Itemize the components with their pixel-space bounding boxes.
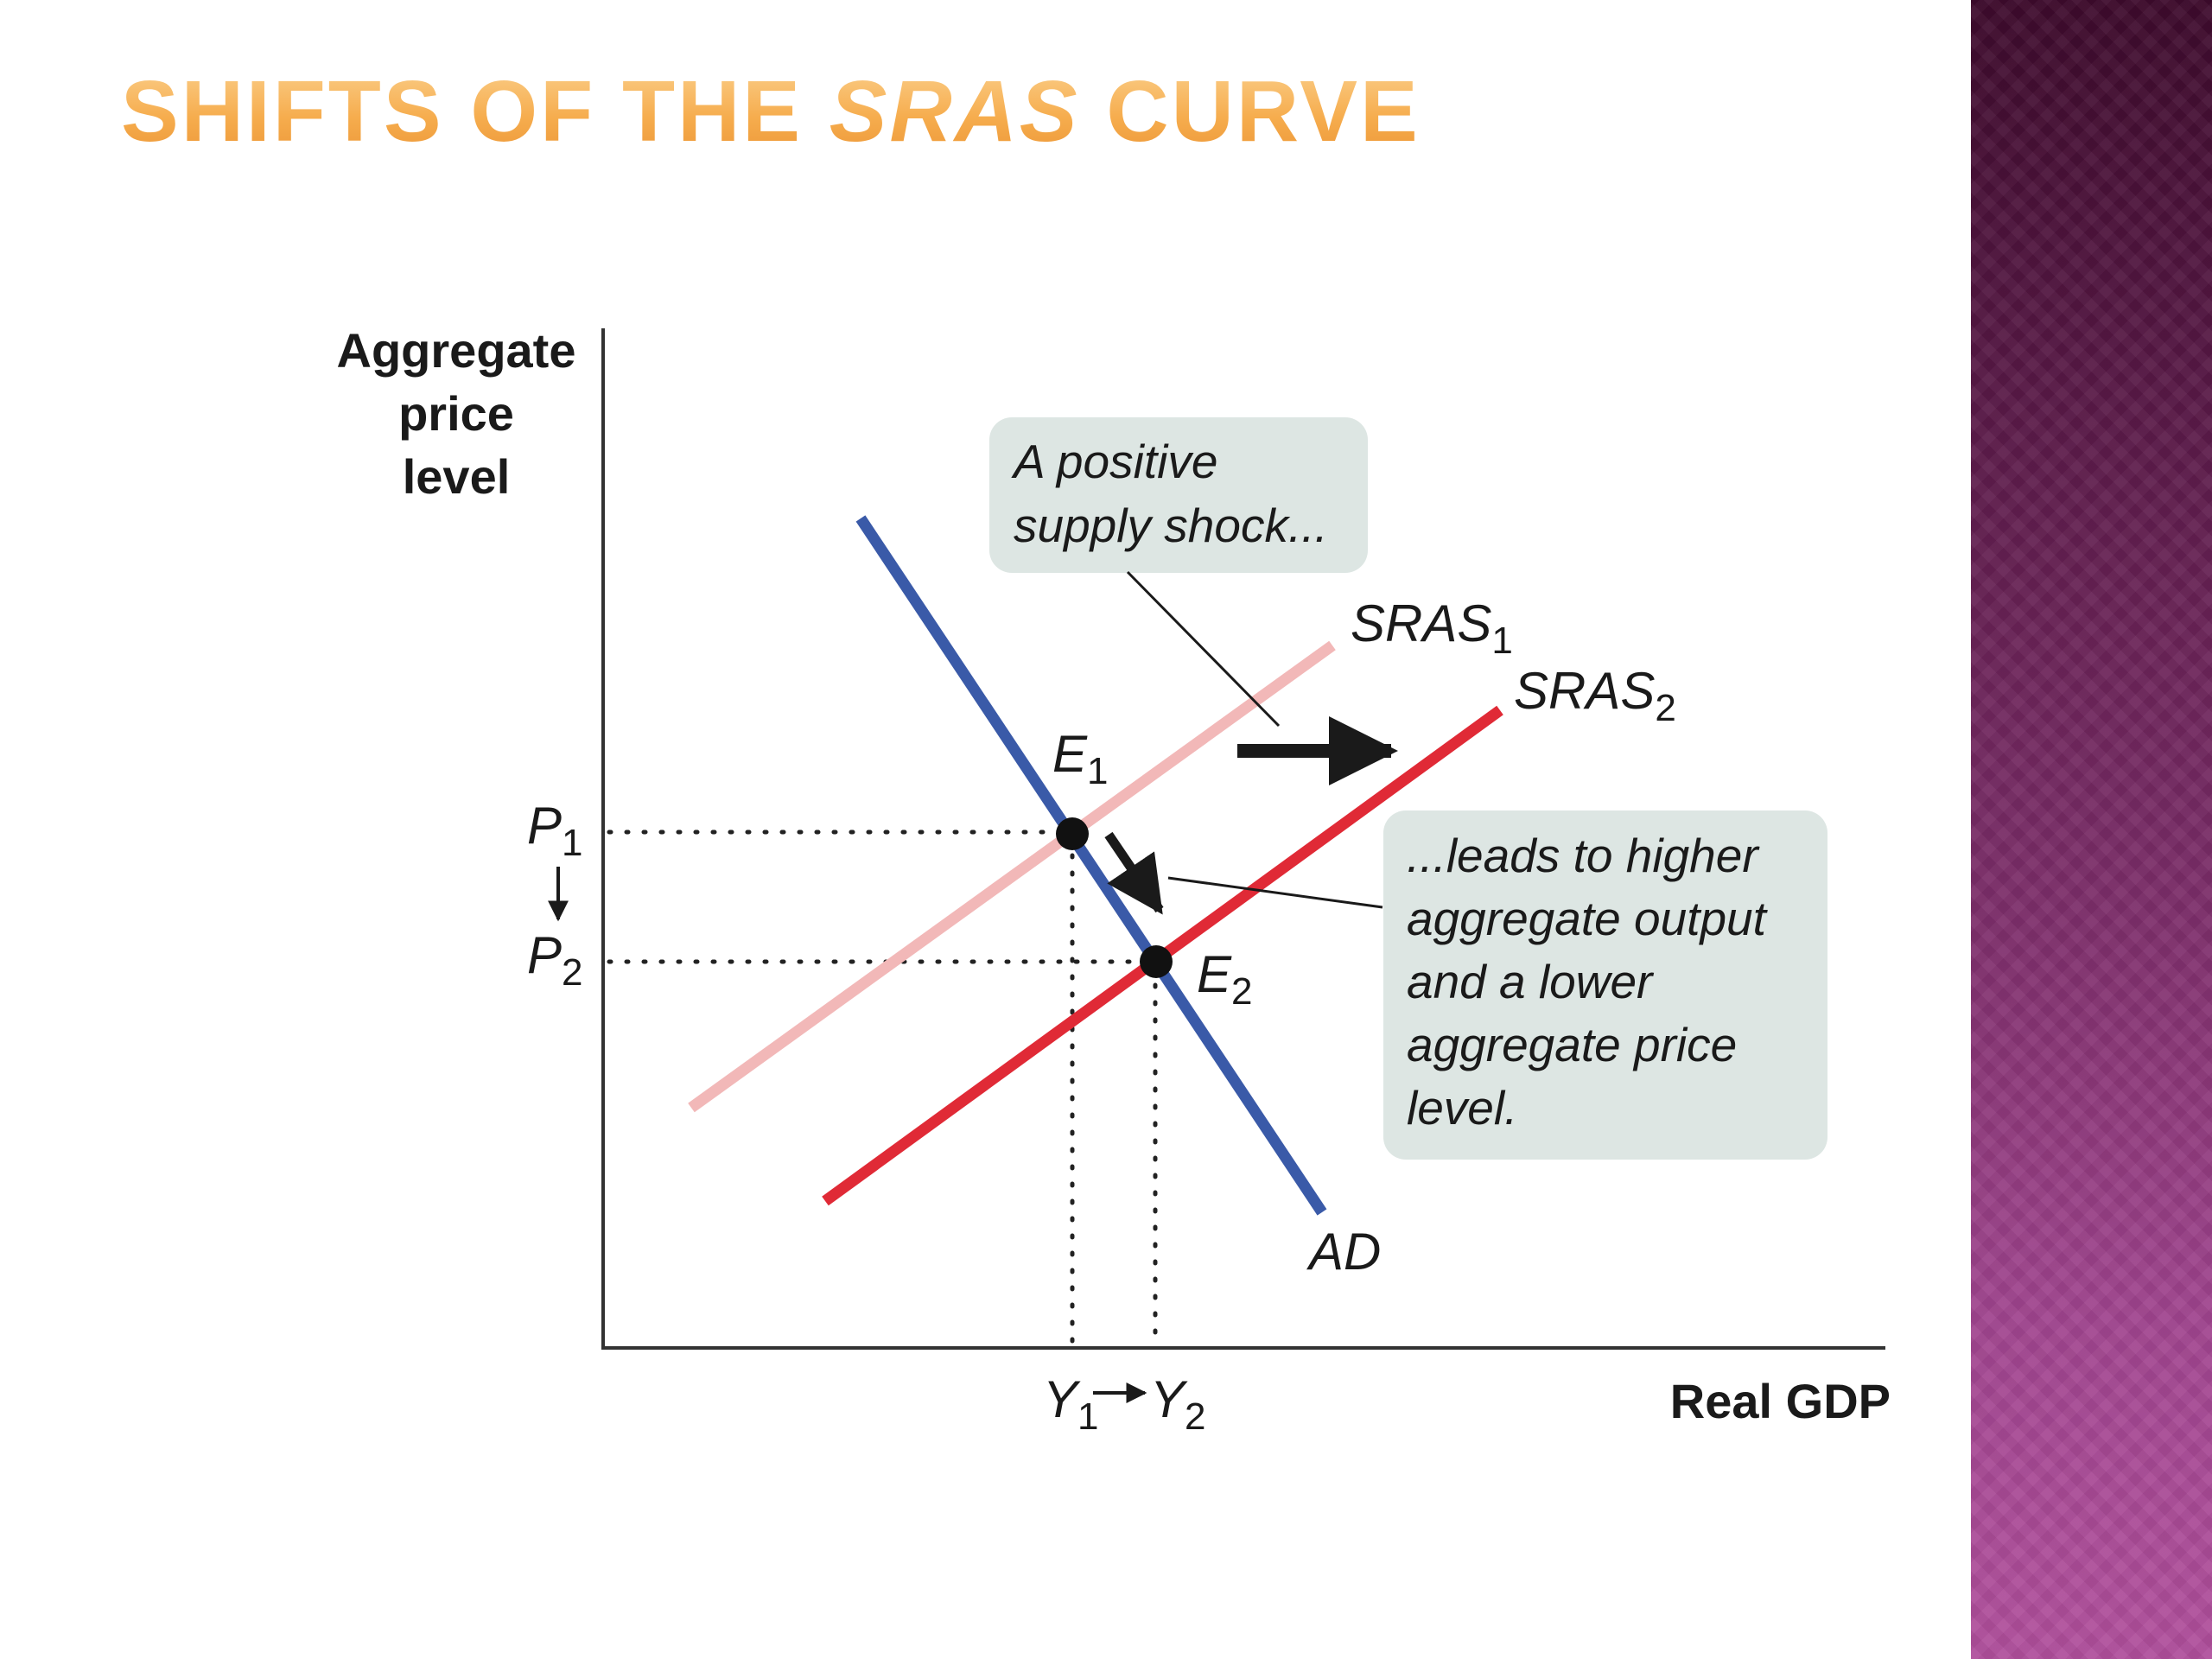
p1-label: P1 <box>527 797 583 864</box>
decorative-side-panel <box>1971 0 2212 1659</box>
e1-label: E1 <box>1052 725 1109 792</box>
y1-label: Y1 <box>1043 1370 1099 1438</box>
callout-top-line2: supply shock... <box>1014 499 1328 552</box>
callout-right-pointer <box>1167 876 1383 909</box>
p2-label-sub: 2 <box>562 951 582 994</box>
sras1-curve <box>688 640 1336 1113</box>
y1-label-sub: 1 <box>1077 1395 1098 1438</box>
callout-top-box <box>989 417 1368 573</box>
ad-label: AD <box>1306 1223 1381 1281</box>
p2-label: P2 <box>527 926 583 994</box>
side-panel-pattern <box>1971 0 2212 1659</box>
sras2-label: SRAS2 <box>1514 662 1676 729</box>
sras1-label-main: SRAS <box>1351 594 1491 652</box>
y1-label-main: Y <box>1043 1370 1081 1428</box>
movement-arrow <box>1104 831 1164 915</box>
p1-label-main: P <box>527 797 562 855</box>
y2-label-main: Y <box>1150 1370 1188 1428</box>
e2-label: E2 <box>1197 945 1253 1013</box>
y-axis-label-line1: Aggregate <box>337 323 576 378</box>
sras2-label-main: SRAS <box>1514 662 1655 720</box>
callout-top-pointer <box>1126 570 1281 728</box>
y2-label-sub: 2 <box>1185 1395 1205 1438</box>
e2-label-sub: 2 <box>1231 970 1252 1013</box>
callout-right-line5: level. <box>1407 1081 1517 1135</box>
p2-label-main: P <box>527 926 562 984</box>
callout-right-line4: aggregate price <box>1407 1018 1737 1071</box>
callout-right-line3: and a lower <box>1407 955 1655 1008</box>
e1-point <box>1056 817 1089 850</box>
callout-right-line1: ...leads to higher <box>1407 829 1760 882</box>
sras1-label-sub: 1 <box>1491 620 1512 662</box>
callout-top-line1: A positive <box>1011 435 1217 488</box>
callout-right-box <box>1383 810 1827 1160</box>
y2-label: Y2 <box>1150 1370 1206 1438</box>
sras1-label: SRAS1 <box>1351 594 1513 662</box>
callout-right-line2: aggregate output <box>1407 892 1769 945</box>
sras2-label-sub: 2 <box>1655 687 1675 729</box>
e2-label-main: E <box>1197 945 1232 1003</box>
e1-label-main: E <box>1052 725 1088 783</box>
ad-curve <box>855 515 1327 1216</box>
e2-point <box>1140 945 1173 978</box>
y-axis-label-line2: price <box>398 386 514 441</box>
e1-label-sub: 1 <box>1087 750 1108 792</box>
p1-label-sub: 1 <box>562 822 582 864</box>
y-axis-label-line3: level <box>403 449 511 504</box>
x-axis-label: Real GDP <box>1670 1374 1891 1428</box>
